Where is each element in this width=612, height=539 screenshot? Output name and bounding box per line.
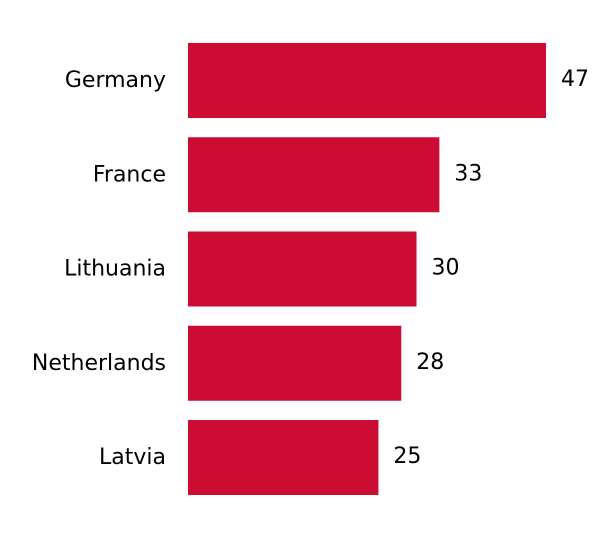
bar-germany — [188, 43, 546, 118]
category-label-germany: Germany — [65, 68, 166, 93]
bar-latvia — [188, 420, 379, 495]
category-labels-group: Germany France Lithuania Netherlands Latvia — [32, 68, 166, 470]
bars-group — [188, 43, 546, 495]
value-label-lithuania: 30 — [432, 256, 460, 281]
value-label-germany: 47 — [561, 67, 589, 92]
category-label-netherlands: Netherlands — [32, 351, 166, 376]
value-label-france: 33 — [454, 161, 482, 186]
bar-netherlands — [188, 325, 402, 401]
category-label-lithuania: Lithuania — [64, 257, 166, 282]
value-labels-group: 47 33 30 28 25 — [393, 67, 589, 469]
bar-lithuania — [188, 231, 417, 307]
category-label-latvia: Latvia — [99, 445, 166, 470]
value-label-latvia: 25 — [393, 444, 421, 469]
value-label-netherlands: 28 — [416, 350, 444, 375]
bar-france — [188, 137, 440, 213]
category-label-france: France — [93, 162, 166, 187]
